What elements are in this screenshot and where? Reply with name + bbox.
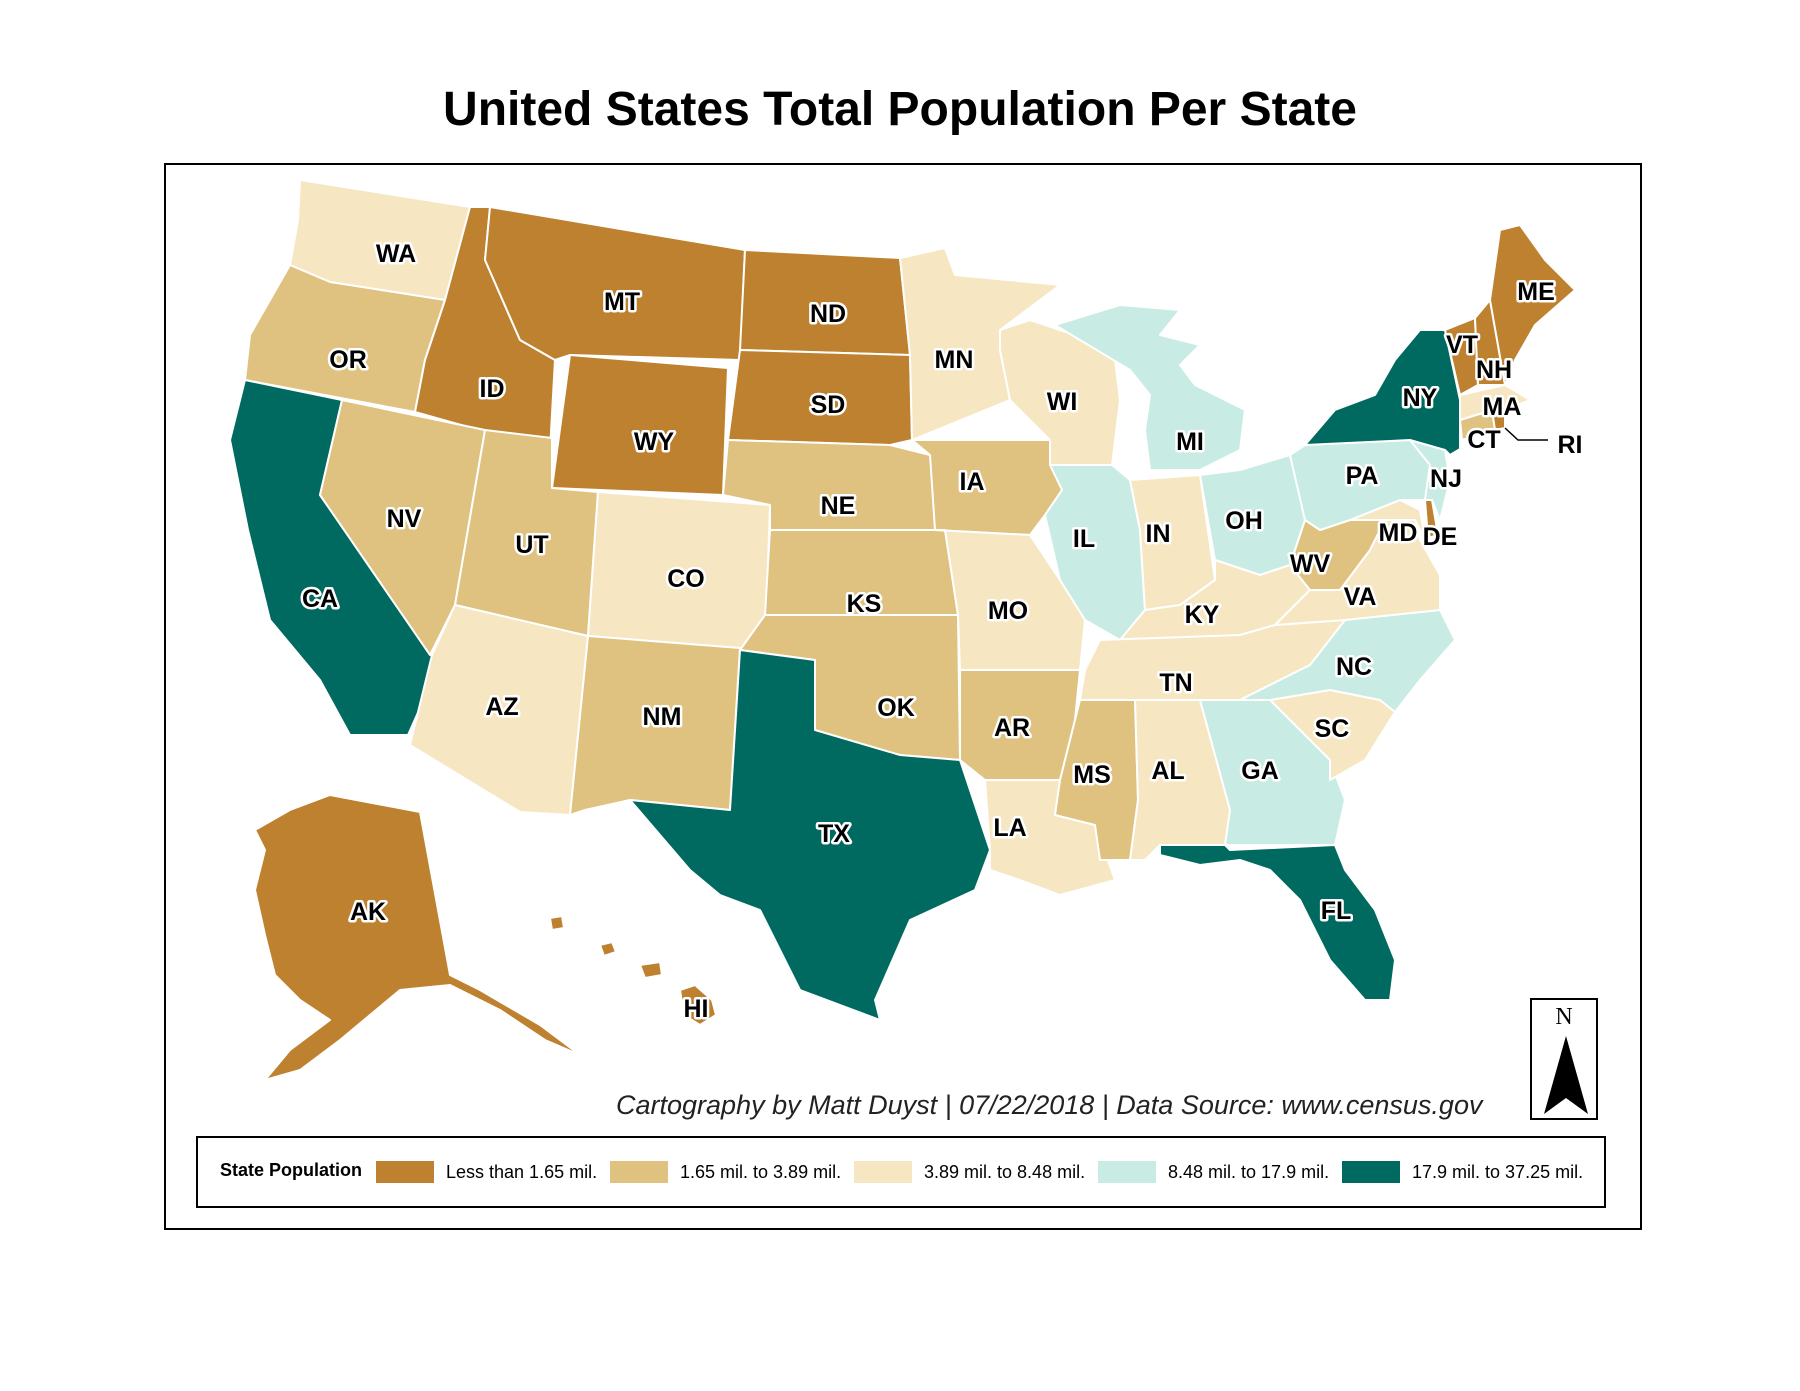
state-FL[interactable]: [1159, 844, 1396, 1001]
north-label: N: [1555, 1004, 1573, 1030]
label-DE: DE: [1423, 523, 1458, 551]
label-MT: MT: [604, 288, 640, 316]
legend-item: 17.9 mil. to 37.25 mil.: [1342, 1160, 1583, 1184]
label-AK: AK: [350, 898, 386, 926]
label-FL: FL: [1321, 897, 1352, 925]
state-HI[interactable]: [679, 984, 717, 1026]
label-SC: SC: [1315, 715, 1350, 743]
label-MD: MD: [1379, 519, 1418, 547]
legend-swatch: [1098, 1161, 1156, 1183]
label-CT: CT: [1467, 426, 1500, 454]
label-ID: ID: [480, 375, 505, 403]
legend-title: State Population: [220, 1160, 363, 1180]
state-MI[interactable]: [1054, 304, 1246, 471]
state-WY[interactable]: [551, 354, 729, 496]
label-WI: WI: [1047, 388, 1078, 416]
map-title: United States Total Population Per State: [443, 83, 1357, 136]
label-IA: IA: [960, 468, 985, 496]
label-LA: LA: [993, 814, 1026, 842]
state-NJ[interactable]: [1409, 439, 1451, 521]
map-credit: Cartography by Matt Duyst | 07/22/2018 |…: [616, 1090, 1483, 1120]
legend-item-label: 17.9 mil. to 37.25 mil.: [1412, 1161, 1584, 1182]
label-NY: NY: [1403, 384, 1438, 412]
state-TX[interactable]: [629, 649, 991, 1021]
state-NC[interactable]: [1239, 609, 1456, 713]
label-NH: NH: [1476, 356, 1512, 384]
label-MO: MO: [988, 597, 1028, 625]
label-MA: MA: [1483, 393, 1522, 421]
label-SD: SD: [811, 391, 846, 419]
north-arrow: N: [1530, 998, 1598, 1120]
state-AK[interactable]: [254, 794, 581, 1081]
label-OH: OH: [1225, 507, 1263, 535]
label-WY: WY: [634, 428, 675, 456]
state-ME[interactable]: [1489, 224, 1576, 386]
label-AZ: AZ: [485, 693, 518, 721]
north-arrow-icon: [1544, 1036, 1588, 1114]
label-GA: GA: [1241, 757, 1279, 785]
label-AR: AR: [994, 714, 1030, 742]
label-MI: MI: [1176, 428, 1204, 456]
label-NE: NE: [821, 492, 856, 520]
label-UT: UT: [515, 531, 548, 559]
legend-swatch: [610, 1161, 668, 1183]
label-WV: WV: [1290, 550, 1331, 578]
label-CA: CA: [302, 585, 338, 613]
legend: State Population Less than 1.65 mil. 1.6…: [196, 1136, 1606, 1208]
label-VT: VT: [1446, 331, 1478, 359]
legend-item: Less than 1.65 mil.: [376, 1160, 597, 1184]
map-frame: [164, 163, 1642, 1230]
label-RI: RI: [1558, 431, 1583, 459]
label-KY: KY: [1185, 601, 1220, 629]
state-MT[interactable]: [484, 206, 746, 361]
legend-item-label: 3.89 mil. to 8.48 mil.: [924, 1161, 1086, 1182]
label-NC: NC: [1336, 653, 1372, 681]
legend-swatch: [376, 1161, 434, 1183]
label-ME: ME: [1517, 278, 1555, 306]
label-VA: VA: [1344, 583, 1377, 611]
legend-item: 8.48 mil. to 17.9 mil.: [1098, 1160, 1329, 1184]
label-OR: OR: [329, 346, 367, 374]
state-IA[interactable]: [911, 439, 1063, 536]
legend-item-label: Less than 1.65 mil.: [446, 1161, 598, 1182]
label-HI: HI: [684, 995, 709, 1023]
label-MS: MS: [1073, 761, 1111, 789]
label-IL: IL: [1073, 525, 1095, 553]
label-NM: NM: [643, 703, 682, 731]
ri-leader-line: [1504, 427, 1548, 441]
label-CO: CO: [667, 565, 705, 593]
legend-swatch: [1342, 1161, 1400, 1183]
state-HI-oahu[interactable]: [599, 941, 617, 957]
state-HI-maui[interactable]: [639, 961, 663, 979]
legend-item: 3.89 mil. to 8.48 mil.: [854, 1160, 1085, 1184]
label-MN: MN: [935, 346, 974, 374]
legend-item-label: 8.48 mil. to 17.9 mil.: [1168, 1161, 1330, 1182]
label-ND: ND: [810, 300, 846, 328]
label-NV: NV: [387, 505, 422, 533]
state-HI-kauai[interactable]: [549, 915, 565, 931]
label-PA: PA: [1346, 462, 1379, 490]
legend-item: 1.65 mil. to 3.89 mil.: [610, 1160, 841, 1184]
label-KS: KS: [847, 590, 882, 618]
state-SD[interactable]: [727, 349, 913, 446]
label-OK: OK: [877, 694, 915, 722]
legend-item-label: 1.65 mil. to 3.89 mil.: [680, 1161, 842, 1182]
label-TX: TX: [818, 820, 850, 848]
label-NJ: NJ: [1430, 465, 1462, 493]
label-WA: WA: [376, 240, 416, 268]
label-AL: AL: [1151, 757, 1184, 785]
label-TN: TN: [1159, 669, 1192, 697]
label-IN: IN: [1146, 520, 1171, 548]
legend-swatch: [854, 1161, 912, 1183]
